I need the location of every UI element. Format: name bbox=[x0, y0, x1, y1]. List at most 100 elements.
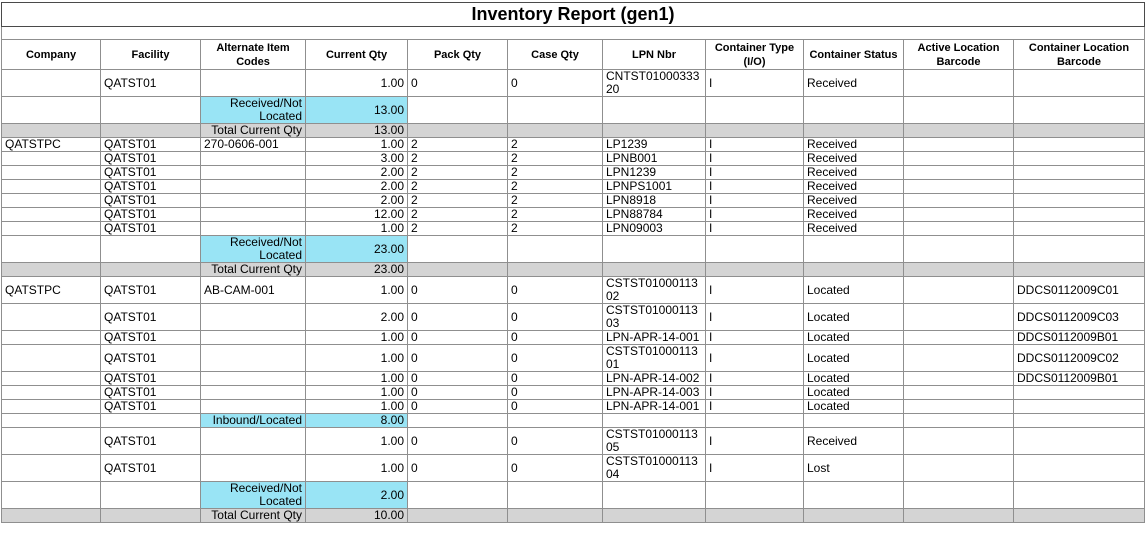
cell-active bbox=[903, 221, 1014, 236]
cell-lpn: CSTST0100011301 bbox=[602, 344, 706, 372]
table-row: QATSTPC QATST01 270-0606-001 1.00 2 2 LP1239 I R… bbox=[1, 137, 1145, 152]
subtotal-value: 13.00 bbox=[305, 96, 408, 124]
cell-cloc bbox=[1012, 235, 1145, 263]
cell-pack: 0 bbox=[407, 385, 508, 400]
cell-lpn: CSTST0100011305 bbox=[602, 427, 706, 455]
cell-facility bbox=[100, 235, 201, 263]
table-row: QATST01 3.00 2 2 LPNB001 I Received bbox=[1, 151, 1145, 166]
cell-cstatus bbox=[803, 235, 904, 263]
cell-company: QATSTPC bbox=[1, 276, 101, 304]
cell-pack bbox=[407, 235, 508, 263]
cell-company bbox=[1, 427, 101, 455]
cell-company bbox=[1, 235, 101, 263]
cell-alt bbox=[200, 344, 306, 372]
cell-case bbox=[507, 262, 603, 277]
total-label: Total Current Qty bbox=[200, 262, 306, 277]
cell-cstatus: Located bbox=[803, 371, 904, 386]
cell-pack: 2 bbox=[407, 165, 508, 180]
cell-pack: 2 bbox=[407, 179, 508, 194]
cell-cloc bbox=[1012, 165, 1145, 180]
cell-qty: 12.00 bbox=[305, 207, 408, 222]
cell-qty: 1.00 bbox=[305, 137, 408, 152]
cell-company bbox=[1, 262, 101, 277]
cell-company bbox=[1, 179, 101, 194]
cell-cstatus: Received bbox=[803, 207, 904, 222]
cell-facility: QATST01 bbox=[100, 399, 201, 414]
cell-alt bbox=[200, 151, 306, 166]
cell-active bbox=[903, 508, 1014, 523]
cell-lpn bbox=[602, 235, 706, 263]
cell-facility: QATST01 bbox=[100, 137, 201, 152]
cell-company bbox=[1, 221, 101, 236]
cell-cstatus: Received bbox=[803, 427, 904, 455]
cell-ctype: I bbox=[705, 207, 804, 222]
col-header-company: Company bbox=[1, 39, 101, 70]
title-row: Inventory Report (gen1) bbox=[0, 2, 1145, 27]
cell-facility: QATST01 bbox=[100, 371, 201, 386]
cell-alt bbox=[200, 207, 306, 222]
cell-cstatus: Received bbox=[803, 151, 904, 166]
cell-alt bbox=[200, 179, 306, 194]
col-header-lpn: LPN Nbr bbox=[602, 39, 706, 70]
cell-ctype: I bbox=[705, 399, 804, 414]
cell-ctype bbox=[705, 123, 804, 138]
cell-active bbox=[903, 207, 1014, 222]
cell-company bbox=[1, 193, 101, 208]
cell-facility: QATST01 bbox=[100, 179, 201, 194]
cell-ctype: I bbox=[705, 179, 804, 194]
cell-lpn: CSTST0100011303 bbox=[602, 303, 706, 331]
cell-active bbox=[903, 235, 1014, 263]
cell-lpn: CNTST0100033320 bbox=[602, 69, 706, 97]
cell-ctype: I bbox=[705, 151, 804, 166]
cell-active bbox=[903, 399, 1014, 414]
cell-qty: 1.00 bbox=[305, 371, 408, 386]
cell-alt bbox=[200, 330, 306, 345]
cell-facility bbox=[100, 262, 201, 277]
cell-company bbox=[1, 399, 101, 414]
cell-alt bbox=[200, 427, 306, 455]
table-row: QATST01 1.00 0 0 CNTST0100033320 I Received bbox=[1, 69, 1145, 97]
cell-active bbox=[903, 454, 1014, 482]
cell-alt: AB-CAM-001 bbox=[200, 276, 306, 304]
cell-facility bbox=[100, 413, 201, 428]
cell-facility: QATST01 bbox=[100, 69, 201, 97]
cell-lpn: LPN8918 bbox=[602, 193, 706, 208]
cell-qty: 1.00 bbox=[305, 69, 408, 97]
cell-alt bbox=[200, 221, 306, 236]
cell-case bbox=[507, 508, 603, 523]
col-header-case: Case Qty bbox=[507, 39, 603, 70]
cell-active bbox=[903, 276, 1014, 304]
cell-active bbox=[903, 385, 1014, 400]
cell-case: 2 bbox=[507, 207, 603, 222]
cell-facility: QATST01 bbox=[100, 454, 201, 482]
total-row: Total Current Qty 13.00 bbox=[1, 123, 1145, 138]
cell-cstatus: Received bbox=[803, 165, 904, 180]
cell-ctype: I bbox=[705, 371, 804, 386]
cell-qty: 2.00 bbox=[305, 165, 408, 180]
cell-ctype: I bbox=[705, 344, 804, 372]
cell-pack bbox=[407, 262, 508, 277]
cell-active bbox=[903, 193, 1014, 208]
cell-cloc bbox=[1012, 123, 1145, 138]
cell-pack: 2 bbox=[407, 207, 508, 222]
cell-company bbox=[1, 344, 101, 372]
cell-lpn bbox=[602, 96, 706, 124]
cell-qty: 1.00 bbox=[305, 330, 408, 345]
cell-ctype bbox=[705, 235, 804, 263]
cell-cloc bbox=[1012, 69, 1145, 97]
cell-qty: 2.00 bbox=[305, 193, 408, 208]
cell-cloc bbox=[1012, 207, 1145, 222]
cell-active bbox=[903, 413, 1014, 428]
cell-facility: QATST01 bbox=[100, 330, 201, 345]
cell-cloc: DDCS0112009C02 bbox=[1012, 344, 1145, 372]
total-label: Total Current Qty bbox=[200, 123, 306, 138]
cell-facility: QATST01 bbox=[100, 151, 201, 166]
cell-lpn: LPN88784 bbox=[602, 207, 706, 222]
cell-cloc bbox=[1012, 413, 1145, 428]
cell-pack: 0 bbox=[407, 454, 508, 482]
cell-qty: 1.00 bbox=[305, 221, 408, 236]
cell-lpn: CSTST0100011304 bbox=[602, 454, 706, 482]
cell-cstatus: Located bbox=[803, 399, 904, 414]
cell-company: QATSTPC bbox=[1, 137, 101, 152]
cell-case bbox=[507, 96, 603, 124]
